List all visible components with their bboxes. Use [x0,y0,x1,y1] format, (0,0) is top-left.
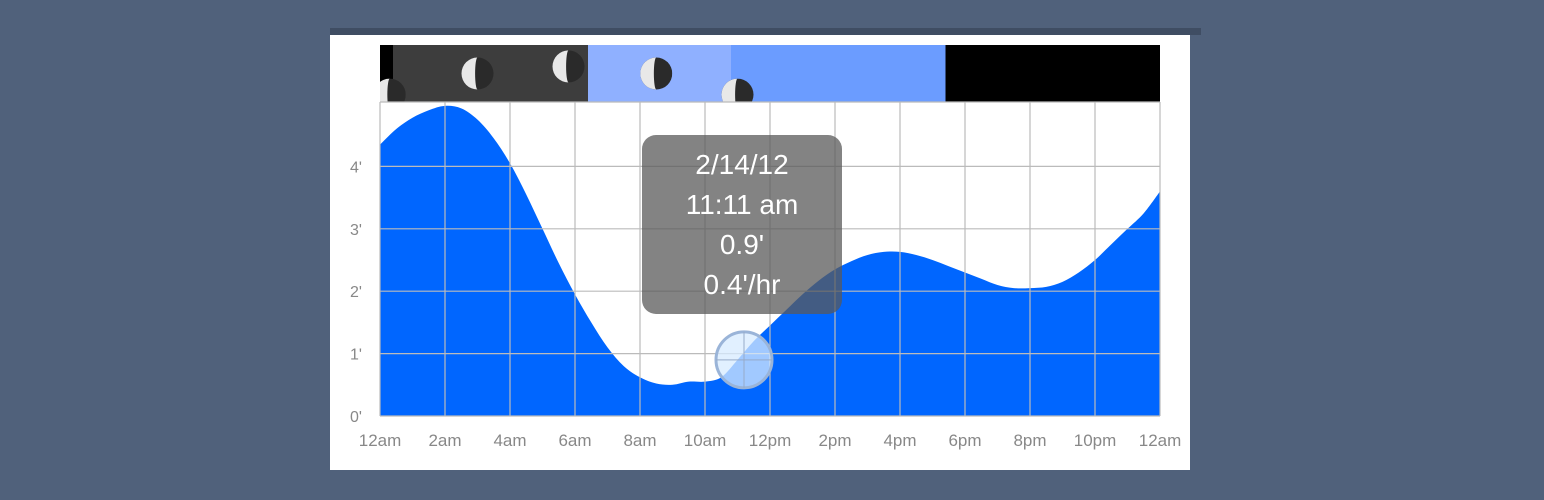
moon-icon [462,58,494,90]
tooltip-rate: 0.4'/hr [703,269,781,300]
tide-tooltip: 2/14/12 11:11 am 0.9' 0.4'/hr [642,135,842,314]
band-late_night [945,45,1160,102]
x-tick-label: 2am [428,431,461,450]
y-axis-ticks: 0' 1' 2' 3' 4' [350,159,362,426]
x-tick-label: 12pm [749,431,792,450]
y-tick-label: 4' [350,159,362,176]
y-tick-label: 1' [350,347,362,364]
x-tick-label: 4pm [883,431,916,450]
x-tick-label: 12am [359,431,402,450]
moon-icon [553,50,585,82]
x-tick-label: 12am [1139,431,1182,450]
x-tick-label: 8am [623,431,656,450]
moon-phases [374,50,754,110]
moon-icon [374,79,406,111]
x-tick-label: 4am [493,431,526,450]
tooltip-date: 2/14/12 [695,149,789,180]
moon-icon [722,79,754,111]
tide-chart[interactable]: 0' 1' 2' 3' 4' 12am 2am 4am 6am 8am 10am 12pm 2pm 4p… [330,35,1190,470]
x-tick-label: 2pm [818,431,851,450]
moon-icon [640,58,672,90]
x-tick-label: 10pm [1074,431,1117,450]
cursor-marker[interactable] [714,330,774,390]
moon-lit [374,79,390,111]
tide-chart-panel: 0' 1' 2' 3' 4' 12am 2am 4am 6am 8am 10am 12pm 2pm 4p… [330,35,1190,470]
moon-lit [722,79,738,111]
moon-lit [462,58,478,90]
x-tick-label: 8pm [1013,431,1046,450]
panel-shadow [330,28,1201,35]
x-axis-ticks: 12am 2am 4am 6am 8am 10am 12pm 2pm 4pm 6pm 8pm 10pm… [359,431,1182,450]
daylight-band [380,45,1160,102]
x-tick-label: 6am [558,431,591,450]
moon-lit [553,50,569,82]
tooltip-time: 11:11 am [685,189,799,220]
y-tick-label: 2' [350,284,362,301]
band-daylight [731,45,946,102]
tooltip-height: 0.9' [719,229,765,260]
y-tick-label: 3' [350,222,362,239]
y-tick-label: 0' [350,409,362,426]
moon-lit [640,58,656,90]
moon-shadow [374,79,406,111]
x-tick-label: 6pm [948,431,981,450]
x-tick-label: 10am [684,431,727,450]
